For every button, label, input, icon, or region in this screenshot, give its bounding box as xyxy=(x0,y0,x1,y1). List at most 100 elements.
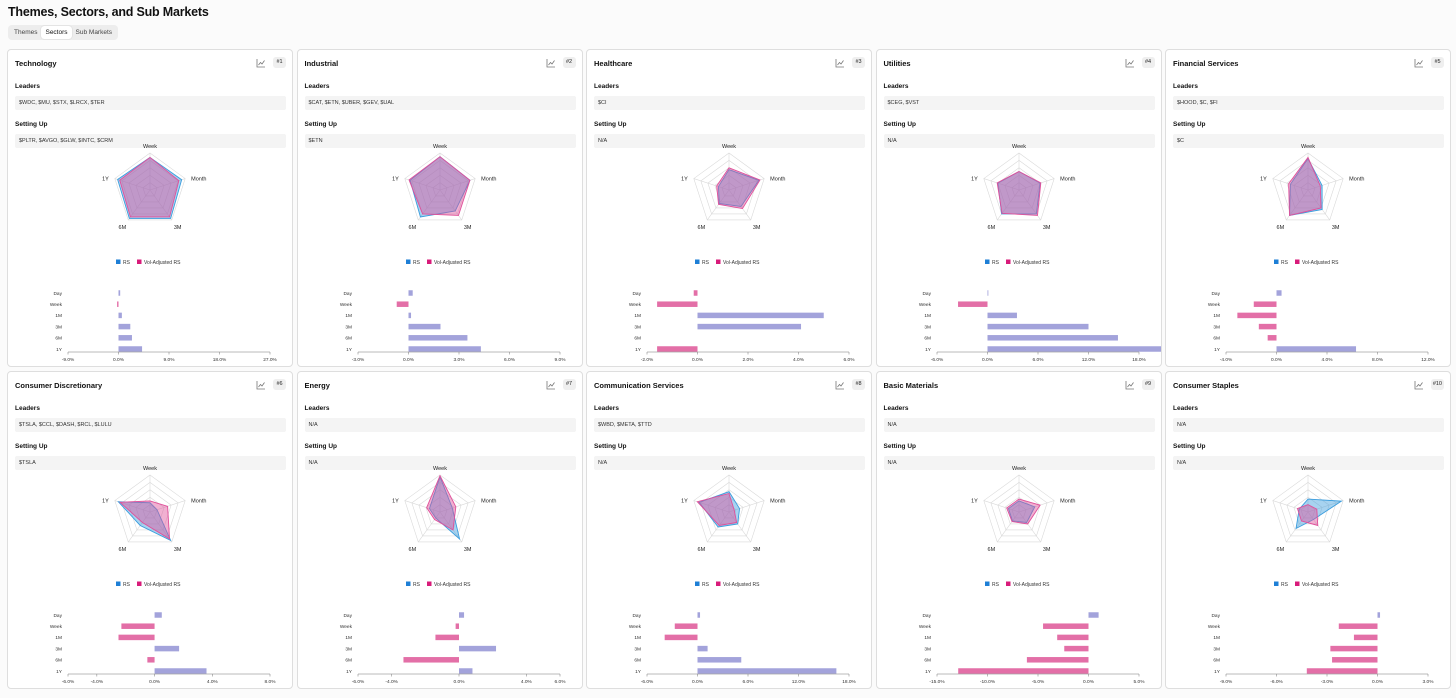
leaders-value: $HOOD, $C, $FI xyxy=(1173,96,1444,110)
line-chart-icon[interactable] xyxy=(835,58,845,68)
sector-charts: Week Month 3M 6M 1Y RS Vol-Adjusted RS Day Week 1… xyxy=(50,144,278,363)
bar-tick-label: 0.0% xyxy=(1372,679,1384,685)
radar-grid-ring xyxy=(410,482,469,537)
legend-swatch-rs xyxy=(1274,581,1279,586)
bar-row-label: Week xyxy=(918,302,931,308)
radar-axis-label: 1Y xyxy=(1260,177,1267,183)
radar-axis-label: 3M xyxy=(1042,547,1050,553)
leaders-label: Leaders xyxy=(304,405,330,412)
line-chart-icon[interactable] xyxy=(546,380,556,390)
line-chart-icon[interactable] xyxy=(835,380,845,390)
bar-row-label: 3M xyxy=(924,324,931,330)
sector-charts: Week Month 3M 6M 1Y RS Vol-Adjusted RS Day Week 1… xyxy=(339,144,565,363)
bar-value xyxy=(1267,335,1277,341)
radar-legend: RS Vol-Adjusted RS xyxy=(1274,581,1339,588)
leaders-value: $CAT, $ETN, $UBER, $GEV, $UAL xyxy=(304,96,576,110)
bar-tick-label: -6.0% xyxy=(351,679,364,685)
bar-value xyxy=(118,335,132,341)
radar-grid-ring xyxy=(1272,474,1344,543)
radar-series-vol-adjusted xyxy=(407,156,470,216)
bar-value xyxy=(1377,612,1381,618)
radar-grid-ring xyxy=(121,160,179,215)
radar-axis-label: 6M xyxy=(119,225,127,231)
bar-row-label: 3M xyxy=(345,646,352,652)
bar-tick-label: 3.0% xyxy=(453,357,465,363)
radar-grid-ring xyxy=(1004,174,1033,203)
radar-chart: Week Month 3M 6M 1Y xyxy=(392,466,496,553)
legend-swatch-rs xyxy=(405,581,410,586)
legend-swatch-vol-adjusted xyxy=(1005,259,1010,264)
bar-row-label: 6M xyxy=(55,336,62,342)
tab-sectors[interactable]: Sectors xyxy=(41,26,72,39)
radar-legend: RS Vol-Adjusted RS xyxy=(695,581,760,588)
radar-spoke xyxy=(728,189,751,221)
line-chart-icon[interactable] xyxy=(256,380,266,390)
bar-row-label: Day xyxy=(343,613,352,619)
bar-value xyxy=(117,301,119,307)
performance-bar-chart: Day Week 1M 3M 6M 1Y -2.0% 0.0% 2.0% 4.0% 6.0% xyxy=(629,290,855,363)
sector-name: Consumer Discretionary xyxy=(15,381,103,390)
rank-badge: #1 xyxy=(273,57,286,68)
bar-value xyxy=(697,312,824,319)
sector-card: Healthcare #3 Leaders $CI Setting Up N/A… xyxy=(586,49,872,367)
radar-axis-label: Week xyxy=(1012,466,1026,472)
leaders-label: Leaders xyxy=(594,83,619,90)
legend-label-vol-adjusted: Vol-Adjusted RS xyxy=(1013,582,1050,588)
bar-tick-label: -10.0% xyxy=(979,679,995,685)
bar-value xyxy=(697,323,802,330)
rank-badge: #7 xyxy=(562,379,576,390)
bar-tick-label: 8.0% xyxy=(265,679,277,685)
legend-label-rs: RS xyxy=(702,582,710,588)
radar-grid-ring xyxy=(982,474,1055,543)
radar-axis-label: Month xyxy=(1349,177,1364,183)
bar-row-label: 3M xyxy=(924,646,931,652)
radar-series-vol-adjusted xyxy=(118,500,171,540)
line-chart-icon[interactable] xyxy=(1125,58,1135,68)
line-chart-icon[interactable] xyxy=(1125,380,1135,390)
bar-row-label: 1M xyxy=(924,635,931,641)
line-chart-icon[interactable] xyxy=(256,58,266,68)
sector-charts: Week Month 3M 6M 1Y RS Vol-Adjusted RS Day Week 1… xyxy=(339,466,565,685)
line-chart-icon[interactable] xyxy=(1414,380,1424,390)
radar-axis-label: 1Y xyxy=(681,177,688,183)
leaders-value: N/A xyxy=(883,418,1155,432)
setting-up-value: N/A xyxy=(304,456,576,470)
radar-axis-label: 6M xyxy=(119,547,127,553)
radar-series-rs xyxy=(117,156,183,219)
legend-swatch-rs xyxy=(116,581,121,586)
bar-tick-label: 0.0% xyxy=(149,679,161,685)
bar-row-label: 6M xyxy=(634,658,641,664)
leaders-label: Leaders xyxy=(15,405,40,412)
radar-spoke xyxy=(728,511,751,543)
bar-row-label: 1Y xyxy=(56,669,63,675)
legend-label-rs: RS xyxy=(413,582,421,588)
radar-grid-ring xyxy=(135,496,165,525)
radar-axis-label: 1Y xyxy=(102,499,109,505)
legend-label-rs: RS xyxy=(123,260,131,266)
bar-row-label: Day xyxy=(632,613,641,619)
radar-legend: RS Vol-Adjusted RS xyxy=(116,259,181,266)
performance-bar-chart: Day Week 1M 3M 6M 1Y -6.0% 0.0% 6.0% 12.0% 18.0% xyxy=(629,612,857,685)
radar-grid-ring xyxy=(693,152,765,221)
bar-tick-label: 12.0% xyxy=(792,679,806,685)
radar-grid-ring xyxy=(982,152,1055,221)
radar-grid-ring xyxy=(707,167,751,209)
setting-up-label: Setting Up xyxy=(304,443,338,450)
bar-value xyxy=(118,346,143,352)
radar-axis-label: Month xyxy=(770,499,785,505)
bar-value xyxy=(697,668,837,674)
bar-value xyxy=(458,668,472,674)
radar-spoke xyxy=(404,178,440,191)
tab-themes[interactable]: Themes xyxy=(14,29,38,36)
line-chart-icon[interactable] xyxy=(1414,58,1424,68)
bar-tick-label: 0.0% xyxy=(692,679,704,685)
tab-sub-markets[interactable]: Sub Markets xyxy=(75,29,113,36)
legend-label-vol-adjusted: Vol-Adjusted RS xyxy=(144,582,181,588)
view-tabs: Themes Sectors Sub Markets xyxy=(8,25,119,40)
bar-tick-label: 27.0% xyxy=(263,357,277,363)
radar-grid-ring xyxy=(135,174,165,203)
bar-tick-label: -4.0% xyxy=(91,679,104,685)
bar-tick-label: 6.0% xyxy=(504,357,516,363)
line-chart-icon[interactable] xyxy=(546,58,556,68)
radar-grid-ring xyxy=(1300,504,1316,519)
